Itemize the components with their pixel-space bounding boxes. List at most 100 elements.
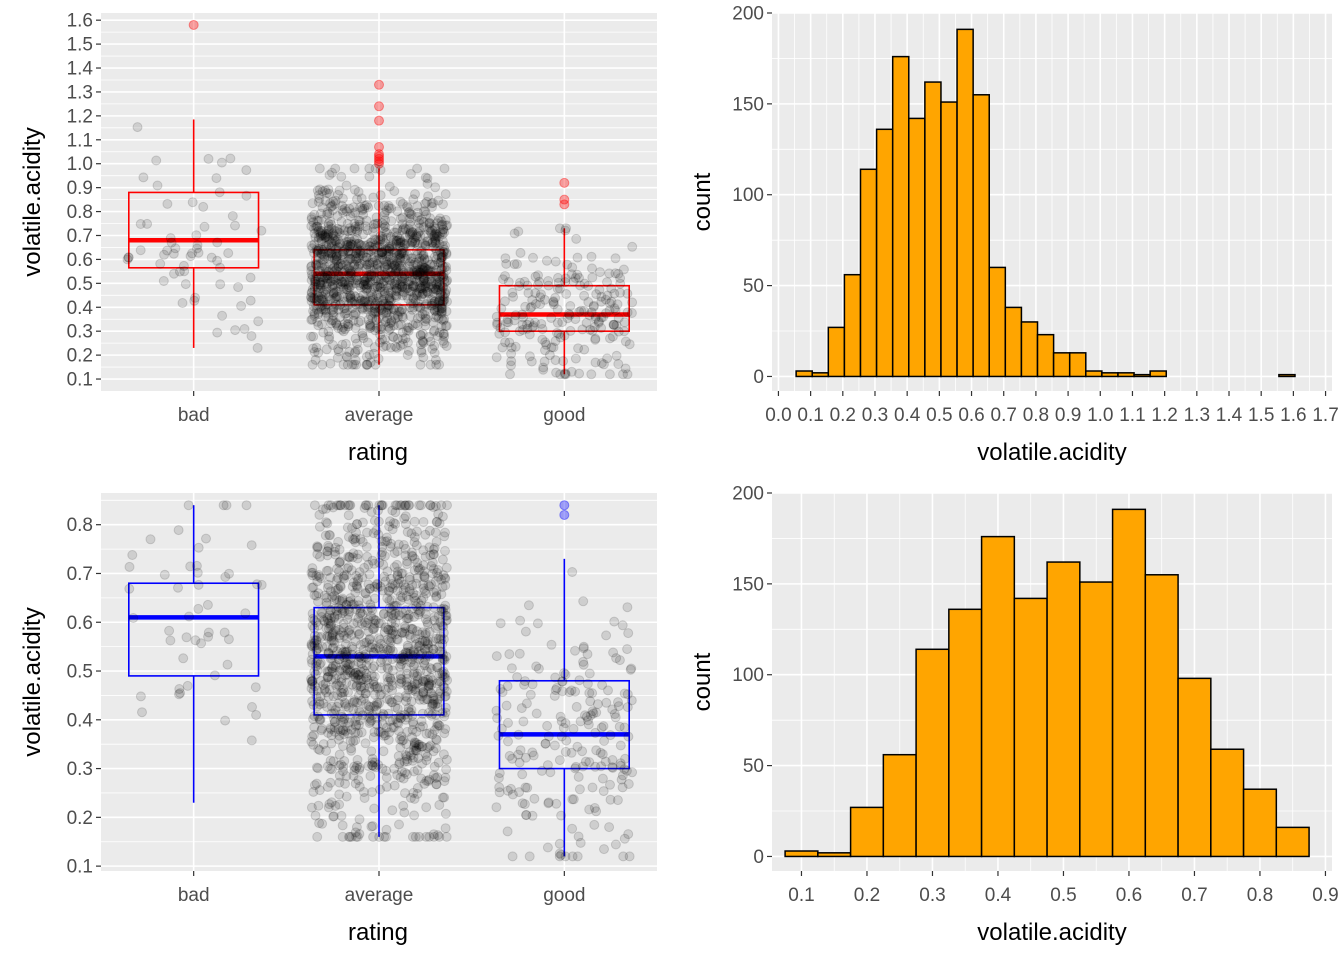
jitter-point — [135, 245, 146, 256]
jitter-point — [362, 301, 373, 312]
x-tick-label: good — [543, 885, 585, 906]
jitter-point — [322, 232, 333, 243]
jitter-point — [317, 300, 328, 311]
jitter-point — [215, 279, 226, 290]
jitter-point — [411, 738, 422, 748]
jitter-point — [365, 287, 376, 298]
jitter-point — [607, 762, 618, 773]
jitter-point — [164, 625, 175, 636]
jitter-point — [318, 274, 329, 285]
jitter-point — [434, 327, 445, 338]
jitter-point — [318, 304, 329, 315]
jitter-point — [355, 685, 366, 696]
jitter-point — [353, 775, 364, 786]
jitter-point — [362, 225, 373, 236]
jitter-point — [307, 198, 318, 209]
jitter-point — [245, 295, 256, 306]
jitter-point — [215, 262, 225, 273]
jitter-point — [439, 163, 450, 174]
jitter-point — [623, 628, 634, 639]
outlier-point — [559, 177, 570, 188]
jitter-point — [409, 810, 420, 821]
jitter-point — [403, 613, 414, 624]
jitter-point — [353, 261, 364, 272]
jitter-point — [338, 282, 349, 293]
jitter-point — [352, 263, 363, 274]
y-tick-label: 150 — [732, 574, 764, 595]
y-tick-label: 1.0 — [67, 154, 93, 175]
jitter-point — [381, 340, 392, 351]
jitter-point — [345, 275, 355, 286]
jitter-point — [378, 278, 389, 289]
outlier-point — [374, 141, 384, 152]
jitter-point — [439, 711, 450, 722]
x-tick-label: 0.2 — [830, 405, 856, 426]
jitter-point — [349, 348, 360, 358]
jitter-point — [308, 293, 319, 304]
jitter-point — [382, 259, 393, 270]
jitter-point — [413, 228, 424, 239]
jitter-point — [597, 773, 608, 784]
jitter-point — [422, 617, 433, 628]
jitter-point — [354, 221, 365, 232]
jitter-point — [349, 184, 360, 195]
jitter-point — [524, 351, 535, 362]
jitter-point — [419, 282, 430, 293]
jitter-point — [191, 230, 202, 241]
jitter-point — [380, 831, 391, 842]
jitter-point — [436, 264, 447, 275]
histogram-bar — [1149, 370, 1168, 378]
jitter-point — [325, 763, 336, 774]
jitter-point — [622, 644, 633, 655]
jitter-point — [336, 171, 347, 182]
jitter-point — [316, 606, 327, 617]
jitter-point — [315, 225, 326, 236]
jitter-point — [395, 213, 406, 224]
jitter-point — [407, 253, 418, 264]
jitter-point — [585, 696, 596, 707]
jitter-point — [320, 185, 331, 196]
jitter-point — [412, 320, 423, 331]
jitter-point — [369, 283, 380, 294]
jitter-point — [320, 289, 331, 300]
jitter-point — [414, 287, 425, 298]
jitter-point — [123, 252, 134, 263]
jitter-point — [177, 298, 188, 308]
jitter-point — [552, 317, 563, 328]
jitter-point — [384, 181, 395, 192]
jitter-point — [385, 323, 396, 334]
jitter-point — [558, 356, 569, 367]
jitter-point — [369, 757, 380, 768]
jitter-point — [431, 265, 442, 276]
jitter-point — [397, 276, 408, 287]
jitter-point — [128, 613, 139, 623]
jitter-point — [321, 299, 331, 310]
jitter-point — [314, 163, 325, 174]
jitter-point — [578, 659, 589, 670]
jitter-point — [384, 241, 395, 252]
jitter-point — [313, 226, 324, 237]
jitter-point — [560, 273, 571, 284]
histogram-bar — [1052, 352, 1071, 378]
outlier-point — [374, 158, 384, 169]
y-tick-label: 0.5 — [67, 662, 93, 683]
jitter-point — [203, 153, 214, 164]
jitter-point — [375, 165, 386, 175]
y-tick-label: 200 — [732, 4, 764, 25]
jitter-point — [576, 305, 587, 316]
jitter-point — [370, 299, 381, 310]
jitter-point — [212, 255, 223, 266]
jitter-point — [372, 218, 383, 229]
jitter-point — [331, 236, 342, 246]
jitter-point — [328, 315, 338, 326]
jitter-point — [395, 263, 406, 274]
jitter-point — [355, 707, 365, 718]
jitter-point — [377, 252, 387, 263]
jitter-point — [331, 291, 342, 302]
histogram-bar — [882, 753, 917, 858]
jitter-point — [353, 238, 364, 249]
jitter-point — [331, 263, 342, 274]
jitter-point — [382, 593, 393, 604]
jitter-point — [166, 237, 177, 248]
